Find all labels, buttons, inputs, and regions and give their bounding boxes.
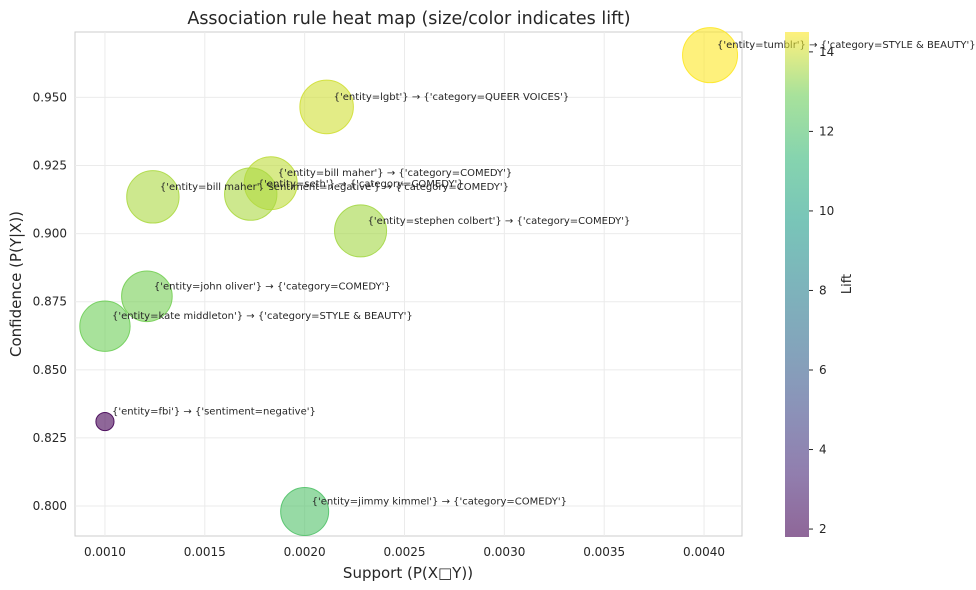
y-tick-label: 0.800 [33,499,67,513]
point-label: {'entity=bill maher', 'sentiment=negativ… [160,182,509,193]
colorbar-tick-label: 4 [819,443,827,457]
data-point [79,300,131,352]
y-tick-label: 0.950 [33,90,67,104]
x-tick-label: 0.0020 [284,545,326,559]
chart-title: Association rule heat map (size/color in… [187,9,630,29]
data-point [334,204,388,258]
plot-background [74,31,743,537]
data-points [79,27,739,536]
y-axis-label: Confidence (P(Y|X)) [7,211,25,357]
grid [75,32,742,536]
data-point [95,412,115,432]
y-tick-label: 0.850 [33,363,67,377]
colorbar-ticks: 2 4 6 8 10 12 14 [809,45,834,536]
x-axis-ticks: 0.0010 0.0015 0.0020 0.0025 0.0030 0.0035 0.00… [84,545,725,559]
point-label: {'entity=stephen colbert'} → {'category=… [368,216,631,227]
x-tick-label: 0.0010 [84,545,126,559]
colorbar-label: Lift [840,274,855,294]
x-tick-label: 0.0035 [583,545,625,559]
y-axis-ticks: 0.800 0.825 0.850 0.875 0.900 0.925 0.950 [33,90,67,513]
x-tick-label: 0.0030 [483,545,525,559]
point-labels: {'entity=tumblr'} → {'category=STYLE & B… [112,40,976,507]
data-point [682,27,739,84]
colorbar-tick-label: 8 [819,283,827,297]
point-label: {'entity=jimmy kimmel'} → {'category=COM… [312,496,567,507]
colorbar-tick-label: 10 [819,204,834,218]
point-label: {'entity=bill maher'} → {'category=COMED… [278,168,513,179]
y-tick-label: 0.900 [33,227,67,241]
data-point [280,486,330,536]
point-label: {'entity=tumblr'} → {'category=STYLE & B… [717,40,976,51]
data-point [299,79,354,135]
point-label: {'entity=fbi'} → {'sentiment=negative'} [112,407,316,418]
x-axis-label: Support (P(X□Y)) [343,564,473,582]
colorbar-tick-label: 6 [819,363,827,377]
data-point [224,167,278,221]
y-tick-label: 0.925 [33,158,67,172]
point-label: {'entity=john oliver'} → {'category=COME… [154,281,391,292]
colorbar-gradient [785,32,809,537]
colorbar-tick-label: 12 [819,124,834,138]
data-point [121,270,173,323]
colorbar: 2 4 6 8 10 12 14 Lift [785,32,855,537]
x-tick-label: 0.0025 [384,545,426,559]
colorbar-tick-label: 2 [819,522,827,536]
colorbar-tick-label: 14 [819,45,834,59]
y-tick-label: 0.875 [33,295,67,309]
point-label: {'entity=kate middleton'} → {'category=S… [112,311,413,322]
point-label: {'entity=lgbt'} → {'category=QUEER VOICE… [334,92,570,103]
data-point [126,170,180,224]
point-label: {'entity=seth'} → {'category=COMEDY'} [258,179,464,190]
x-tick-label: 0.0015 [184,545,226,559]
y-tick-label: 0.825 [33,431,67,445]
plot-area: {'entity=tumblr'} → {'category=STYLE & B… [74,27,976,537]
x-tick-label: 0.0040 [683,545,725,559]
